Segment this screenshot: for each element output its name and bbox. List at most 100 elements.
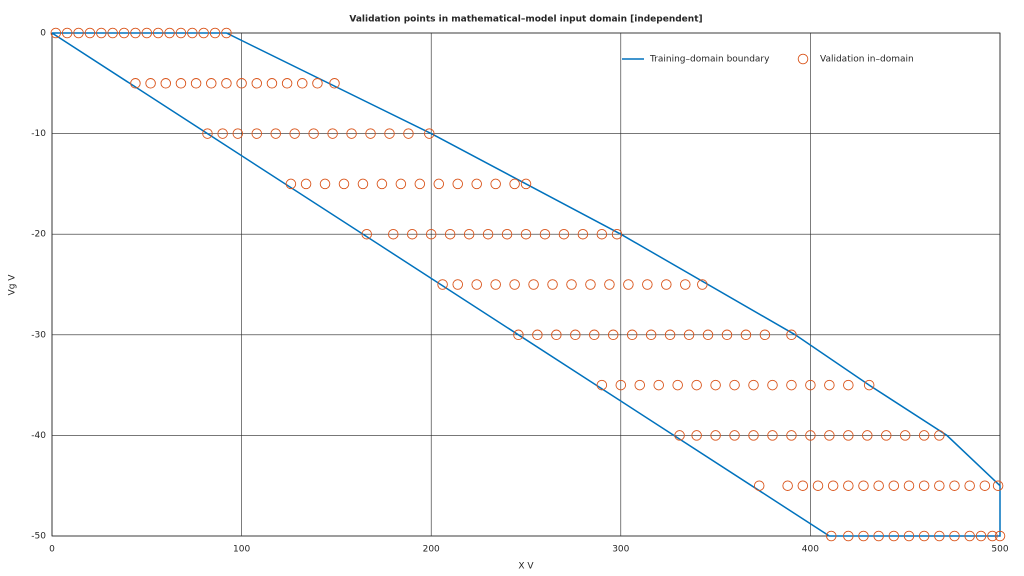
validation-point	[918, 530, 930, 542]
validation-point	[329, 78, 340, 89]
validation-point	[175, 27, 187, 39]
y-tick-label: -50	[31, 532, 46, 542]
validation-point	[782, 480, 793, 491]
y-tick-label: -30	[31, 330, 46, 340]
validation-point	[471, 178, 482, 190]
validation-point	[50, 27, 62, 39]
validation-point	[899, 430, 911, 441]
validation-point	[975, 530, 987, 542]
validation-point	[403, 128, 414, 139]
validation-point	[759, 329, 771, 341]
validation-point	[903, 480, 915, 491]
legend-label: Validation in–domain	[820, 55, 914, 65]
validation-point	[645, 329, 657, 341]
validation-point	[319, 178, 331, 190]
validation-point	[843, 530, 854, 542]
y-tick-label: 0	[40, 29, 46, 39]
validation-point	[753, 480, 765, 491]
validation-point	[209, 27, 221, 39]
validation-point	[786, 430, 797, 441]
y-tick-label: -20	[31, 230, 46, 240]
validation-point	[934, 530, 945, 542]
validation-point	[221, 27, 232, 39]
validation-point	[729, 430, 740, 441]
validation-point	[482, 228, 494, 240]
validation-point	[596, 379, 608, 391]
validation-point	[683, 329, 695, 341]
validation-point	[424, 128, 435, 139]
legend-label: Training–domain boundary	[649, 55, 770, 65]
validation-point	[509, 178, 520, 190]
boundary-line	[51, 32, 1001, 537]
validation-point	[626, 329, 638, 341]
validation-point	[251, 78, 263, 89]
validation-point	[702, 329, 714, 341]
validation-point	[190, 78, 202, 89]
validation-point	[346, 128, 357, 139]
validation-point	[558, 228, 570, 240]
validation-point	[338, 178, 350, 190]
validation-point	[490, 178, 501, 190]
validation-point	[949, 480, 960, 491]
validation-point	[786, 329, 797, 341]
y-tick-label: -10	[31, 129, 46, 139]
validation-point	[740, 329, 752, 341]
validation-point	[327, 128, 338, 139]
x-tick-label: 100	[233, 545, 250, 555]
validation-point	[152, 27, 164, 39]
validation-point	[73, 27, 84, 39]
validation-point	[903, 530, 915, 542]
validation-point	[361, 228, 372, 240]
validation-point	[452, 178, 463, 190]
validation-point	[513, 329, 524, 341]
validation-point	[312, 78, 323, 89]
validation-point	[297, 78, 308, 89]
validation-point	[873, 480, 884, 491]
validation-point	[987, 530, 998, 542]
validation-point	[797, 480, 809, 491]
validation-point	[642, 279, 653, 290]
validation-point	[539, 228, 551, 240]
validation-point	[547, 279, 558, 290]
validation-point	[888, 530, 900, 542]
validation-point	[873, 530, 884, 542]
validation-point	[388, 228, 399, 240]
validation-point	[570, 329, 581, 341]
validation-point	[520, 178, 532, 190]
validation-point	[232, 128, 244, 139]
validation-point	[589, 329, 600, 341]
validation-point	[767, 430, 778, 441]
validation-point	[145, 78, 156, 89]
validation-point	[437, 279, 448, 290]
validation-point	[680, 279, 691, 290]
validation-point	[365, 128, 376, 139]
validation-point	[862, 430, 873, 441]
validation-point	[812, 480, 824, 491]
validation-point	[509, 279, 520, 290]
validation-point	[653, 379, 664, 391]
validation-point	[425, 228, 437, 240]
validation-point	[691, 430, 702, 441]
validation-point	[585, 279, 596, 290]
validation-point	[206, 78, 217, 89]
chart-title: Validation points in mathematical–model …	[349, 15, 702, 25]
validation-point	[674, 430, 685, 441]
validation-point	[596, 228, 608, 240]
validation-point	[858, 480, 869, 491]
validation-point	[528, 279, 539, 290]
validation-point	[827, 480, 839, 491]
validation-point	[198, 27, 209, 39]
validation-point	[661, 279, 672, 290]
validation-point	[61, 27, 73, 39]
validation-point	[357, 178, 369, 190]
validation-point	[433, 178, 445, 190]
validation-point	[501, 228, 513, 240]
validation-point	[236, 78, 247, 89]
validation-point	[406, 228, 418, 240]
validation-point	[934, 480, 945, 491]
validation-point	[566, 279, 577, 290]
validation-point	[863, 379, 875, 391]
validation-point	[918, 480, 930, 491]
validation-point	[141, 27, 153, 39]
validation-point	[217, 128, 228, 139]
